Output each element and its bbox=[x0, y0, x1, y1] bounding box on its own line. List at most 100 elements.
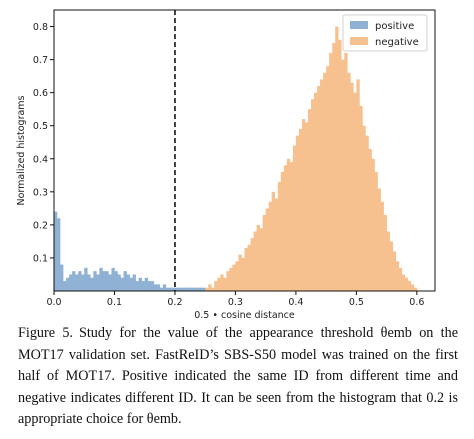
y-tick-label: 0.4 bbox=[33, 154, 48, 165]
bar-positive bbox=[66, 277, 70, 291]
series-positive bbox=[54, 211, 206, 291]
x-tick-label: 0.5 bbox=[349, 297, 364, 308]
bar-positive bbox=[159, 287, 164, 291]
bar-negative bbox=[292, 145, 297, 291]
bar-positive bbox=[126, 274, 130, 291]
bar-negative bbox=[362, 125, 366, 292]
bar-negative bbox=[389, 241, 393, 291]
bar-positive bbox=[135, 281, 139, 291]
legend-label-positive: positive bbox=[375, 21, 414, 32]
bar-negative bbox=[253, 231, 257, 291]
bar-positive bbox=[150, 281, 155, 291]
bar-positive bbox=[177, 287, 182, 291]
bar-negative bbox=[247, 244, 251, 291]
bar-positive bbox=[105, 271, 109, 291]
bar-negative bbox=[323, 72, 327, 291]
bar-negative bbox=[401, 274, 406, 291]
bar-positive bbox=[190, 287, 194, 291]
bar-positive bbox=[187, 287, 191, 291]
legend: positive negative bbox=[342, 14, 428, 52]
plot-area: 0.0 0.1 0.2 0.3 0.4 0.5 0.6 0.1 0.2 0.3 0.4 0.5 0.6 0… bbox=[16, 9, 436, 320]
bar-positive bbox=[141, 281, 146, 291]
x-tick-label: 0.2 bbox=[167, 297, 182, 308]
bar-positive bbox=[199, 287, 203, 291]
figure-caption: Figure 5. Study for the value of the appe… bbox=[18, 323, 458, 431]
y-tick-label: 0.5 bbox=[33, 121, 48, 132]
bar-positive bbox=[69, 274, 73, 291]
bar-negative bbox=[392, 251, 396, 291]
bar-positive bbox=[202, 287, 206, 291]
y-axis-title: Normalized histograms bbox=[16, 95, 27, 205]
bar-positive bbox=[168, 287, 173, 291]
bar-positive bbox=[129, 277, 133, 291]
bar-positive bbox=[99, 267, 103, 291]
histogram-chart: 0.0 0.1 0.2 0.3 0.4 0.5 0.6 0.1 0.2 0.3 0.4 0.5 0.6 0… bbox=[16, 9, 436, 320]
bar-negative bbox=[217, 277, 221, 291]
bar-positive bbox=[184, 287, 188, 291]
bar-positive bbox=[147, 281, 152, 291]
bar-negative bbox=[371, 158, 375, 291]
bar-negative bbox=[205, 287, 209, 291]
x-tick-label: 0.4 bbox=[288, 297, 303, 308]
bar-negative bbox=[386, 231, 390, 291]
x-axis-title: 0.5 • cosine distance bbox=[194, 310, 295, 320]
bar-positive bbox=[63, 281, 67, 291]
bar-positive bbox=[181, 287, 185, 291]
bar-positive bbox=[57, 218, 61, 291]
bar-negative bbox=[256, 224, 260, 291]
bar-negative bbox=[311, 99, 315, 291]
bar-positive bbox=[138, 277, 142, 291]
bar-negative bbox=[398, 267, 403, 291]
x-tick-label: 0.6 bbox=[409, 297, 424, 308]
bar-negative bbox=[377, 188, 381, 291]
bar-negative bbox=[320, 79, 324, 291]
bar-negative bbox=[277, 181, 282, 291]
bar-positive bbox=[144, 277, 149, 291]
bar-negative bbox=[298, 129, 303, 291]
bar-positive bbox=[90, 277, 94, 291]
bar-positive bbox=[108, 274, 112, 291]
bar-negative bbox=[280, 171, 285, 291]
bar-negative bbox=[407, 281, 412, 291]
y-tick-label: 0.2 bbox=[33, 220, 48, 231]
bar-positive bbox=[165, 287, 170, 291]
bar-negative bbox=[359, 105, 363, 292]
bar-negative bbox=[208, 284, 212, 291]
bar-negative bbox=[283, 165, 288, 291]
bar-positive bbox=[78, 271, 82, 291]
y-tick-label: 0.1 bbox=[33, 253, 48, 264]
bar-negative bbox=[410, 284, 415, 291]
bar-negative bbox=[259, 228, 263, 291]
bar-positive bbox=[174, 287, 179, 291]
bar-positive bbox=[81, 274, 85, 291]
bar-negative bbox=[229, 267, 233, 291]
bar-positive bbox=[114, 271, 118, 291]
bar-negative bbox=[274, 198, 279, 291]
y-tick-label: 0.3 bbox=[33, 187, 48, 198]
x-tick-label: 0.1 bbox=[107, 297, 122, 308]
bar-positive bbox=[123, 271, 127, 291]
bar-negative bbox=[380, 201, 384, 291]
bar-negative bbox=[413, 287, 418, 291]
bar-negative bbox=[223, 277, 227, 291]
bar-positive bbox=[193, 287, 197, 291]
bar-negative bbox=[226, 271, 230, 291]
bar-positive bbox=[87, 274, 91, 291]
caption-label: Figure 5. bbox=[18, 325, 73, 341]
bar-negative bbox=[341, 59, 345, 292]
bar-negative bbox=[301, 119, 306, 291]
bar-positive bbox=[111, 267, 115, 291]
bar-negative bbox=[232, 264, 236, 291]
bar-negative bbox=[286, 158, 291, 291]
bar-negative bbox=[304, 122, 309, 292]
bar-positive bbox=[72, 271, 76, 291]
legend-label-negative: negative bbox=[375, 37, 419, 48]
legend-swatch-positive bbox=[350, 21, 368, 29]
bar-positive bbox=[102, 271, 106, 291]
bar-positive bbox=[117, 274, 121, 291]
bar-negative bbox=[220, 274, 224, 291]
bar-negative bbox=[326, 66, 330, 291]
bar-negative bbox=[332, 43, 336, 292]
bar-negative bbox=[250, 238, 254, 291]
